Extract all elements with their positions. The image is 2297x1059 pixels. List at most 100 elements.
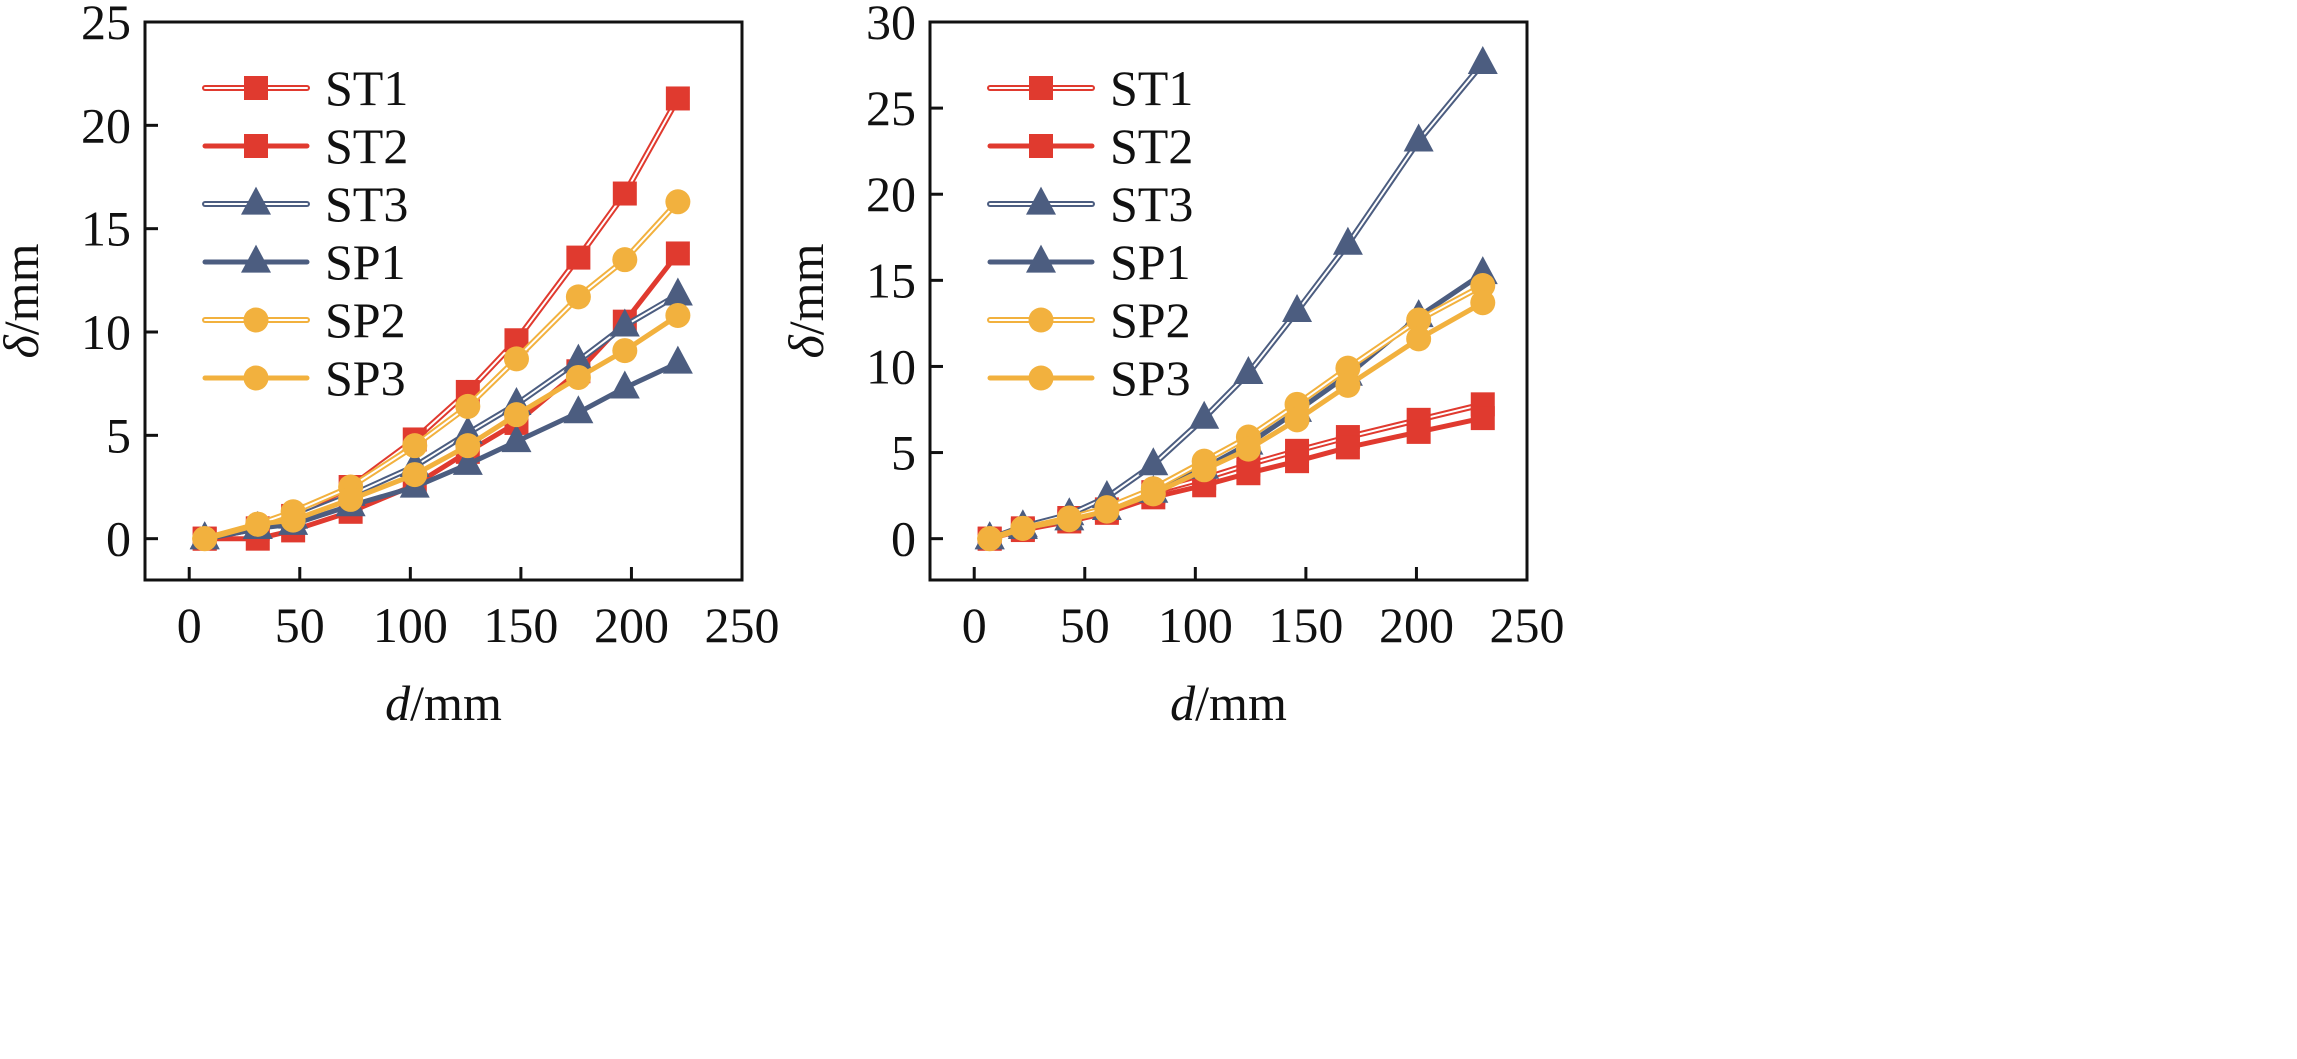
legend-entry: ST3 bbox=[202, 176, 408, 232]
legend-swatch-marker bbox=[244, 134, 268, 158]
plot-frame bbox=[928, 20, 1529, 582]
data-point bbox=[1282, 293, 1313, 322]
chart-panel-left: 0501001502002500510152025d/mmδ/mmST1ST2S… bbox=[0, 0, 780, 731]
data-point bbox=[1332, 226, 1363, 255]
legend-swatch-marker bbox=[243, 307, 269, 333]
series-sp3 bbox=[977, 290, 1496, 552]
legend-entry: SP2 bbox=[202, 292, 406, 348]
data-point bbox=[1467, 45, 1498, 74]
legend-label: ST3 bbox=[1110, 176, 1193, 232]
y-tick-label: 5 bbox=[106, 407, 131, 463]
x-tick-label: 200 bbox=[594, 597, 669, 653]
y-tick-label: 30 bbox=[866, 0, 916, 50]
data-point bbox=[280, 507, 306, 533]
legend-label: ST1 bbox=[1110, 60, 1193, 116]
legend-entry: SP2 bbox=[987, 292, 1191, 348]
data-point bbox=[563, 343, 594, 372]
data-point bbox=[1335, 372, 1361, 398]
data-point bbox=[612, 181, 637, 206]
y-tick-label: 10 bbox=[81, 304, 131, 360]
x-tick-label: 200 bbox=[1379, 597, 1454, 653]
series-line-sp1 bbox=[202, 360, 681, 542]
y-tick-label: 15 bbox=[866, 252, 916, 308]
data-point bbox=[662, 277, 693, 306]
legend-entry: SP3 bbox=[202, 350, 406, 406]
data-point bbox=[1335, 355, 1361, 381]
data-point bbox=[1233, 355, 1264, 384]
y-tick-label: 5 bbox=[891, 425, 916, 481]
legend-label: SP2 bbox=[1110, 292, 1191, 348]
legend-entry: ST1 bbox=[202, 60, 408, 116]
data-point bbox=[1470, 406, 1495, 431]
legend-entry: ST1 bbox=[987, 60, 1193, 116]
x-tick-label: 250 bbox=[705, 597, 780, 653]
data-point bbox=[402, 462, 428, 488]
legend-entry: SP1 bbox=[202, 234, 406, 290]
data-point bbox=[1235, 436, 1261, 462]
x-tick-label: 0 bbox=[962, 597, 987, 653]
y-tick-label: 20 bbox=[866, 166, 916, 222]
data-point bbox=[665, 241, 690, 266]
data-point bbox=[1140, 481, 1166, 507]
data-point bbox=[1189, 400, 1220, 429]
data-point bbox=[452, 446, 483, 475]
legend-entry: ST3 bbox=[987, 176, 1193, 232]
data-point bbox=[1406, 419, 1431, 444]
data-point bbox=[612, 247, 638, 273]
data-point bbox=[1010, 515, 1036, 541]
data-point bbox=[1406, 307, 1432, 333]
x-tick-label: 150 bbox=[1268, 597, 1343, 653]
legend-swatch-marker bbox=[1029, 76, 1053, 100]
series-line-sp3 bbox=[202, 313, 681, 542]
series-sp3 bbox=[192, 302, 691, 552]
series-sp1 bbox=[974, 256, 1498, 550]
y-tick-label: 25 bbox=[866, 80, 916, 136]
data-point bbox=[609, 308, 640, 337]
x-tick-label: 50 bbox=[275, 597, 325, 653]
data-point bbox=[662, 345, 693, 374]
y-tick-label: 15 bbox=[81, 201, 131, 257]
data-point bbox=[565, 284, 591, 310]
data-point bbox=[455, 393, 481, 419]
y-axis-label: δ/mm bbox=[778, 243, 834, 358]
legend-swatch-marker bbox=[243, 365, 269, 391]
data-point bbox=[565, 364, 591, 390]
legend-entry: SP1 bbox=[987, 234, 1191, 290]
chart-panel-right: 0 50 100 150 200 250051015202530d/mmδ/mmST1ST… bbox=[778, 0, 1565, 731]
data-point bbox=[1470, 273, 1496, 298]
data-point bbox=[503, 346, 529, 372]
x-axis-label: d/mm bbox=[385, 675, 502, 731]
legend-label: SP3 bbox=[325, 350, 406, 406]
x-tick-label: 0 bbox=[177, 597, 202, 653]
data-point bbox=[1094, 498, 1120, 524]
legend-entry: ST2 bbox=[987, 118, 1193, 174]
legend-label: SP1 bbox=[325, 234, 406, 290]
y-tick-label: 0 bbox=[891, 511, 916, 567]
data-point bbox=[665, 189, 691, 215]
data-point bbox=[1056, 507, 1082, 533]
data-point bbox=[1191, 457, 1217, 483]
legend-label: ST2 bbox=[325, 118, 408, 174]
series-st1 bbox=[977, 392, 1495, 551]
x-axis-label: d/mm bbox=[1170, 675, 1287, 731]
legend-label: ST2 bbox=[1110, 118, 1193, 174]
legend-entry: SP3 bbox=[987, 350, 1191, 406]
data-point bbox=[609, 370, 640, 399]
data-point bbox=[977, 526, 1003, 552]
series-line-sp2-inner bbox=[203, 200, 679, 540]
x-tick-label: 100 bbox=[373, 597, 448, 653]
data-point bbox=[566, 245, 591, 270]
legend-swatch-marker bbox=[1029, 134, 1053, 158]
y-tick-label: 10 bbox=[866, 338, 916, 394]
x-tick-label: 250 bbox=[1490, 597, 1565, 653]
legend-entry: ST2 bbox=[202, 118, 408, 174]
data-point bbox=[665, 302, 691, 328]
series-sp2 bbox=[192, 189, 691, 552]
data-point bbox=[1470, 290, 1496, 316]
data-point bbox=[503, 402, 529, 428]
legend-label: ST1 bbox=[325, 60, 408, 116]
x-tick-label: 150 bbox=[483, 597, 558, 653]
